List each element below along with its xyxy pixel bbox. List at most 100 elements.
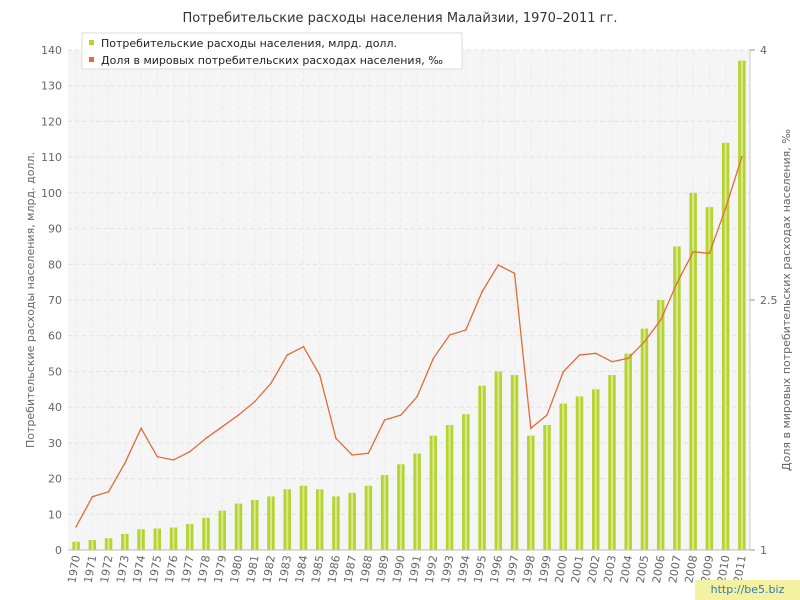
y-tick-label: 110 — [41, 151, 62, 164]
y-tick-label: 40 — [48, 401, 62, 414]
bar-highlight — [367, 485, 370, 550]
bar-highlight — [562, 403, 565, 550]
line-point — [627, 357, 630, 360]
line-point — [513, 272, 516, 275]
bar-highlight — [610, 375, 613, 550]
bar-highlight — [448, 425, 451, 550]
y-tick-label: 20 — [48, 473, 62, 486]
line-series — [75, 155, 743, 528]
bar-highlight — [140, 529, 143, 550]
y-tick-label: 10 — [48, 508, 62, 521]
bar-highlight — [302, 485, 305, 550]
site-watermark[interactable]: http://be5.biz — [695, 580, 800, 600]
bar-highlight — [188, 523, 191, 550]
bar-highlight — [318, 489, 321, 550]
bar-highlight — [546, 425, 549, 550]
x-tick-label: 2011 — [731, 554, 749, 584]
x-tick-label: 1980 — [228, 554, 246, 584]
x-tick-label: 2002 — [585, 554, 603, 584]
line-point — [124, 462, 126, 465]
y-tick-label: 50 — [48, 365, 62, 378]
x-tick-label: 2001 — [569, 554, 587, 584]
bar-highlight — [91, 540, 94, 550]
y2-tick-label: 2.5 — [760, 294, 778, 307]
line-point — [416, 395, 418, 398]
x-tick-label: 1996 — [488, 554, 506, 584]
line-point — [546, 414, 548, 416]
y2-tick-label: 1 — [760, 544, 767, 557]
bar-highlight — [351, 492, 354, 550]
line-point — [172, 459, 175, 461]
bar-highlight — [383, 475, 386, 550]
x-tick-label: 1994 — [455, 554, 473, 584]
line-point — [91, 495, 94, 498]
bar-highlight — [675, 246, 678, 550]
line-point — [741, 155, 743, 158]
line-point — [448, 334, 451, 336]
y-tick-label: 100 — [41, 187, 62, 200]
x-tick-label: 1985 — [309, 554, 327, 584]
legend-label-bars: Потребительские расходы населения, млрд.… — [101, 37, 397, 50]
line-point — [367, 452, 370, 455]
x-tick-label: 1981 — [244, 554, 262, 584]
line-point — [692, 250, 694, 253]
x-tick-label: 1977 — [179, 554, 197, 584]
x-tick-label: 1975 — [147, 554, 165, 584]
line-point — [481, 290, 483, 293]
bar-highlight — [594, 389, 597, 550]
line-point — [286, 354, 289, 356]
x-tick-label: 1976 — [163, 554, 181, 584]
legend-swatch-line — [89, 57, 94, 62]
x-tick-label: 1998 — [520, 554, 538, 584]
y-tick-label: 0 — [55, 544, 62, 557]
x-tick-label: 1972 — [98, 554, 116, 584]
y-tick-label: 130 — [41, 80, 62, 93]
x-tick-label: 1986 — [325, 554, 343, 584]
bar-highlight — [416, 453, 419, 550]
line-point — [205, 437, 207, 440]
y2-axis-title: Доля в мировых потребительских расходах … — [780, 129, 793, 471]
x-tick-label: 1987 — [341, 554, 359, 584]
bar-highlight — [334, 496, 337, 550]
x-tick-label: 1993 — [439, 554, 457, 584]
x-tick-label: 2003 — [601, 554, 619, 584]
legend: Потребительские расходы населения, млрд.… — [81, 32, 463, 70]
bar-highlight — [578, 396, 581, 550]
line-point — [188, 450, 191, 453]
x-tick-label: 1970 — [65, 554, 83, 584]
x-tick-label: 2005 — [634, 554, 652, 584]
bar-highlight — [172, 527, 175, 550]
line-point — [302, 345, 305, 348]
bar-highlight — [253, 500, 256, 550]
x-tick-label: 2006 — [650, 554, 668, 584]
bar-highlight — [269, 496, 272, 550]
bar-highlight — [123, 533, 126, 550]
line-point — [140, 427, 142, 430]
x-tick-label: 2009 — [699, 554, 717, 584]
line-point — [724, 207, 727, 210]
bar-highlight — [740, 60, 743, 550]
line-path — [75, 156, 743, 528]
bar-highlight — [497, 371, 500, 550]
line-point — [611, 360, 613, 363]
bar-highlight — [643, 328, 646, 550]
line-point — [497, 264, 500, 266]
y-axis-left: 0 10 20 30 40 50 60 70 80 90 100 110 120 130 140 — [41, 44, 62, 557]
bar-highlight — [659, 300, 662, 550]
bar-highlight — [481, 385, 484, 550]
line-point — [221, 425, 224, 428]
line-point — [351, 454, 353, 456]
line-point — [578, 354, 581, 356]
x-tick-label: 1997 — [504, 554, 522, 584]
line-point — [594, 352, 597, 355]
line-point — [383, 419, 386, 421]
x-tick-label: 1989 — [374, 554, 392, 584]
line-point — [237, 414, 240, 416]
legend-label-line: Доля в мировых потребительских расходах … — [101, 54, 443, 67]
x-tick-label: 1990 — [390, 554, 408, 584]
line-point — [529, 427, 532, 430]
line-point — [643, 340, 646, 343]
x-tick-label: 1991 — [406, 554, 424, 584]
y-tick-label: 70 — [48, 294, 62, 307]
